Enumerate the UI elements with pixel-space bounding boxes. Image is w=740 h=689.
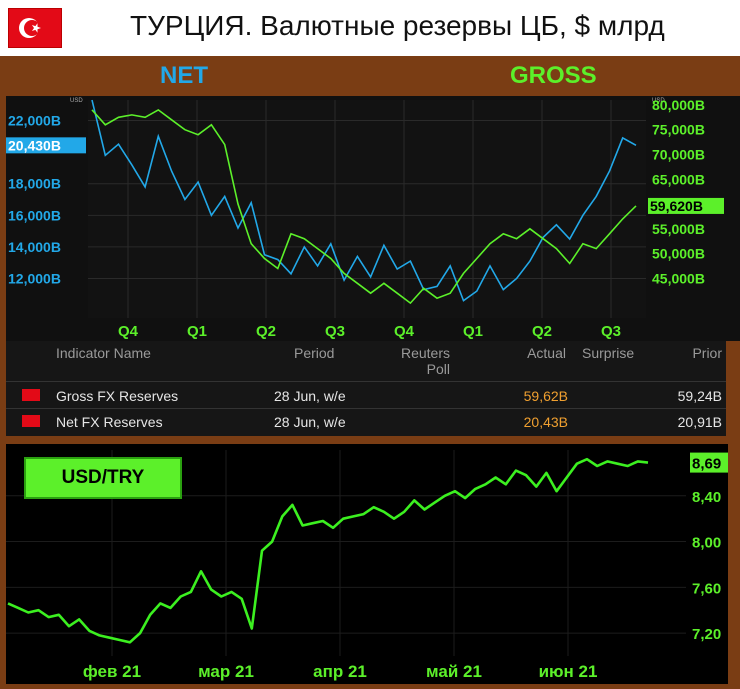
x-tick-label: май 21: [426, 662, 482, 681]
left-tick-label: 16,000B: [8, 207, 61, 223]
x-tick-label: Q4: [118, 323, 139, 340]
right-tick-label: 70,000B: [652, 147, 705, 163]
row-actual: 20,43B: [523, 414, 568, 430]
row-prior: 20,91B: [677, 414, 722, 430]
usdtry-current-label: 8,69: [692, 456, 721, 473]
row-period: 28 Jun, w/e: [274, 414, 346, 430]
row-prior: 59,24B: [677, 388, 722, 404]
usdtry-badge: [24, 457, 182, 499]
x-tick-label: фев 21: [83, 662, 141, 681]
right-axis-bg: [646, 96, 740, 341]
net-series-label: NET: [160, 62, 208, 89]
net-current-label: 20,430B: [8, 137, 61, 153]
table-divider: [6, 408, 726, 409]
col-header-surprise: Surprise: [582, 345, 635, 361]
usdtry-current-marker: [690, 452, 728, 473]
page-title: ТУРЦИЯ. Валютные резервы ЦБ, $ млрд: [130, 10, 665, 41]
indicator-table: Indicator Name Period Reuters Poll Actua…: [6, 341, 726, 436]
gross-current-marker: [648, 197, 724, 214]
right-tick-label: 55,000B: [652, 221, 705, 237]
turkey-flag-icon: [22, 389, 40, 401]
x-tick-label: мар 21: [198, 662, 254, 681]
x-tick-label: Q2: [532, 323, 552, 340]
x-tick-label: июн 21: [539, 662, 598, 681]
col-header-period: Period: [294, 345, 335, 361]
plot-area: [88, 100, 646, 318]
x-tick-label: Q3: [601, 323, 621, 340]
gross-axis: USD80,000B75,000B70,000B65,000B60,000B59…: [646, 96, 740, 341]
x-tick-label: Q3: [325, 323, 345, 340]
row-actual: 59,62B: [523, 388, 568, 404]
y-tick-label: 7,20: [692, 626, 721, 643]
gross-series-label: GROSS: [510, 62, 597, 89]
turkey-flag-icon: [8, 8, 62, 48]
right-tick-label: 65,000B: [652, 171, 705, 187]
turkey-flag-icon: [22, 415, 40, 427]
net-series-line: [91, 99, 637, 302]
right-tick-label: 50,000B: [652, 246, 705, 262]
left-tick-label: 12,000B: [8, 271, 61, 287]
usdtry-title: USD/TRY: [61, 467, 145, 488]
left-tick-label: 14,000B: [8, 239, 61, 255]
right-tick-label: 75,000B: [652, 122, 705, 138]
reserves-chart: Q4 Q1 Q2 Q3 Q4 Q1 Q2 Q3 USD 22,000B 20,430B 18,000B…: [6, 96, 666, 341]
row-indicator: Net FX Reserves: [56, 414, 163, 430]
reserves-chart-svg: Q4 Q1 Q2 Q3 Q4 Q1 Q2 Q3 USD 22,000B 20,430B 18,000B…: [6, 98, 646, 340]
x-tick-label: Q1: [463, 323, 483, 340]
gross-series-line: [91, 108, 637, 305]
left-axis-unit: USD: [70, 98, 83, 104]
title-bar: [0, 0, 740, 56]
table-divider: [6, 381, 726, 382]
col-header-poll: Reuters Poll: [400, 345, 450, 377]
col-header-indicator: Indicator Name: [56, 345, 151, 361]
row-period: 28 Jun, w/e: [274, 388, 346, 404]
x-tick-label: Q2: [256, 323, 276, 340]
x-tick-label: Q4: [394, 323, 415, 340]
y-tick-label: 7,60: [692, 580, 721, 597]
left-tick-label: 22,000B: [8, 113, 61, 129]
col-header-actual: Actual: [527, 345, 566, 361]
series-label-band: [0, 56, 740, 96]
right-axis-unit: USD: [652, 98, 665, 104]
right-tick-label: 80,000B: [652, 97, 705, 113]
left-tick-label: 18,000B: [8, 176, 61, 192]
row-indicator: Gross FX Reserves: [56, 388, 179, 404]
y-tick-label: 8,40: [692, 489, 721, 506]
net-current-marker: [6, 137, 86, 154]
usdtry-series-line: [7, 457, 649, 644]
usdtry-chart-svg: фев 21 мар 21 апр 21 май 21 июн 21 8,69 8,40 8,…: [6, 450, 728, 681]
x-tick-label: апр 21: [313, 662, 367, 681]
x-tick-label: Q1: [187, 323, 207, 340]
gross-current-label: 59,620B: [650, 198, 703, 214]
col-header-prior: Prior: [692, 345, 722, 361]
y-tick-label: 8,00: [692, 535, 721, 552]
right-tick-label: 45,000B: [652, 270, 705, 286]
